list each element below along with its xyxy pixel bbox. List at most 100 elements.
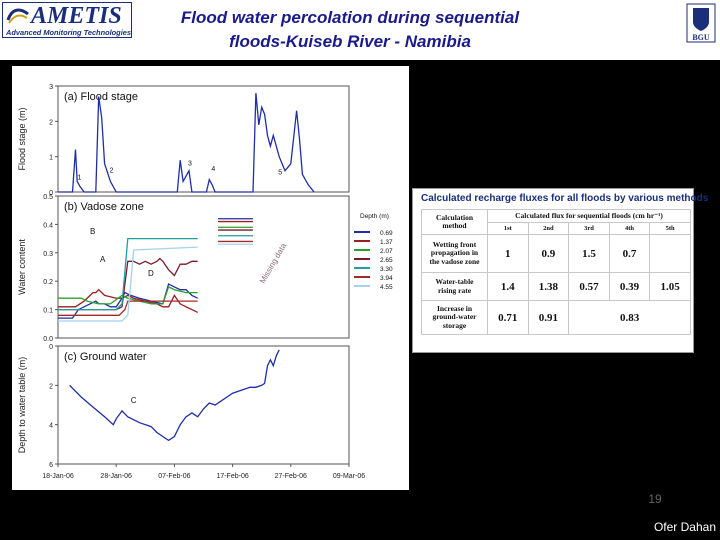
flux-cell: 0.9 [527,234,570,273]
y-tick-label: 0.1 [43,308,53,315]
legend-label: 3.94 [380,275,393,282]
legend-title: Depth (m) [360,213,389,220]
y-tick-label: 3 [49,84,53,91]
legend-label: 4.55 [380,284,393,291]
slide-title: Flood water percolation during sequentia… [140,6,560,54]
x-tick-label: 09-Mar-06 [333,473,365,480]
y-axis-label: Depth to water table (m) [17,357,27,454]
point-label: A [100,255,106,264]
flood-label: 4th [608,222,651,235]
method-line: rising rate [437,285,472,295]
series-line [58,300,198,316]
x-tick-label: 27-Feb-06 [275,473,307,480]
table-row: Increase in ground-water storage 0.71 0.… [421,300,691,335]
ametis-logo: AMETIS Advanced Monitoring Technologies [2,2,132,38]
y-tick-label: 6 [49,462,53,469]
flux-header: Calculated flux for sequential floods (c… [487,209,691,223]
flux-cell: 0.7 [608,234,651,273]
author-name: Ofer Dahan [653,520,716,534]
flux-cell: 1.5 [568,234,610,273]
y-tick-label: 0.0 [43,336,53,343]
series-line [58,285,198,305]
title-bar: AMETIS Advanced Monitoring Technologies … [0,0,720,60]
series-line [58,257,198,311]
method-line: ground-water [432,312,477,322]
method-line: storage [442,320,467,330]
panel-title: (c) Ground water [64,351,147,363]
y-tick-label: 2 [49,383,53,390]
flood-label: 5th [649,222,691,235]
y-tick-label: 0.2 [43,279,53,286]
logo-wordmark: AMETIS [31,3,122,29]
title-line-2: floods-Kuiseb River - Namibia [229,32,471,51]
method-line: Water-table [435,277,474,286]
y-tick-label: 1 [49,155,53,162]
y-tick-label: 0 [49,344,53,351]
series-line [58,283,198,319]
bgu-logo: BGU [686,3,716,43]
flood-number-label: 1 [77,175,81,182]
chart-panel: 0 1 2 3 Flood stage (m) (a) Flood stage 1 2 3 4 5 0… [12,66,409,490]
panel-title: (b) Vadose zone [64,201,144,213]
y-tick-label: 0.3 [43,251,53,258]
page-number: 19 [648,492,662,506]
flux-cell: 1.05 [649,272,691,301]
swirl-icon [6,8,29,24]
flood-number-label: 3 [188,161,192,168]
flux-cell: 1.38 [527,272,570,301]
flux-cell: 0.39 [608,272,651,301]
table-row: Water-table rising rate 1.4 1.38 0.57 0.… [421,272,691,301]
point-label: C [131,396,137,405]
flux-cell: 0.91 [527,300,570,335]
method-header-line: Calculation [435,213,474,222]
legend-label: 1.37 [380,239,393,246]
method-header: Calculation method [421,209,488,235]
method-header-line: method [442,221,467,230]
flux-cell: 0.83 [568,300,691,335]
x-tick-label: 18-Jan-06 [42,473,74,480]
method-cell: Wetting front propagation in the vadose … [421,234,488,273]
table-title: Calculated recharge fluxes for all flood… [421,193,709,204]
series-line [58,93,315,193]
flux-cell: 1 [487,234,529,273]
flood-number-label: 5 [278,169,282,176]
point-label: B [90,227,95,236]
flux-cell: 1.4 [487,272,529,301]
method-line: propagation in [430,248,479,258]
logo-tagline: Advanced Monitoring Technologies [6,28,131,37]
flux-cell: 0.71 [487,300,529,335]
legend-label: 2.65 [380,257,393,264]
y-tick-label: 0 [49,190,53,197]
y-tick-label: 0.4 [43,222,53,229]
series-line [58,237,198,311]
flux-table-panel: Calculated recharge fluxes for all flood… [412,188,708,353]
method-line: Increase in [436,303,473,313]
title-line-1: Flood water percolation during sequentia… [180,8,520,27]
y-tick-label: 4 [49,423,53,430]
table-row: Wetting front propagation in the vadose … [421,234,691,273]
flood-label: 2nd [527,222,570,235]
y-axis-label: Flood stage (m) [17,107,27,170]
legend-label: 3.30 [380,266,393,273]
series-line [69,349,280,442]
y-tick-label: 2 [49,119,53,126]
chart-svg: 0 1 2 3 Flood stage (m) (a) Flood stage 1 2 3 4 5 0… [17,84,393,480]
flux-cell: 0.57 [568,272,610,301]
y-axis-label: Water content [17,239,27,295]
point-label: D [148,269,154,278]
flux-table: Calculation method Calculated flux for s… [421,209,691,335]
method-line: Wetting front [432,239,477,249]
flood-number-label: 2 [109,168,113,175]
flux-cell [649,234,691,273]
x-tick-label: 28-Jan-06 [100,473,132,480]
series-line [58,288,198,313]
plot-frame [57,195,350,339]
flood-label: 3rd [568,222,610,235]
legend-label: 0.69 [380,230,393,237]
method-cell: Increase in ground-water storage [421,300,488,335]
crest-icon [693,8,709,31]
x-tick-label: 17-Feb-06 [216,473,248,480]
y-tick-label: 0.5 [43,194,53,201]
panel-title: (a) Flood stage [64,91,138,103]
